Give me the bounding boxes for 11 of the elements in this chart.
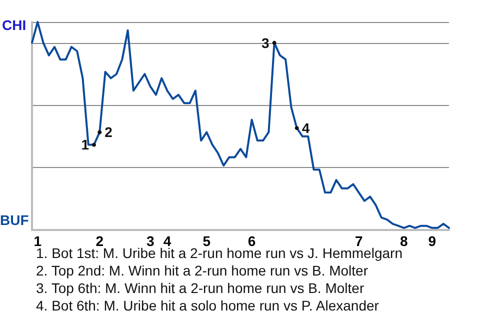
series-label: 2 — [104, 124, 113, 140]
text: CHI — [2, 17, 26, 33]
text: 4. Bot 6th: M. Uribe hit a solo home run vs P. Alexander — [36, 298, 380, 314]
text: 3. Top 6th: M. Winn hit a 2-run home run vs B. Molter — [36, 280, 364, 296]
text: BUF — [0, 212, 30, 228]
text: 2. Top 2nd: M. Winn hit a 2-run home run vs B. Molter — [36, 262, 368, 278]
x-tick-label: 8 — [400, 233, 408, 249]
series-label: 4 — [302, 120, 310, 136]
series-label: 3 — [262, 34, 270, 51]
series-label: 1 — [81, 136, 90, 153]
x-tick-label: 9 — [428, 233, 436, 249]
